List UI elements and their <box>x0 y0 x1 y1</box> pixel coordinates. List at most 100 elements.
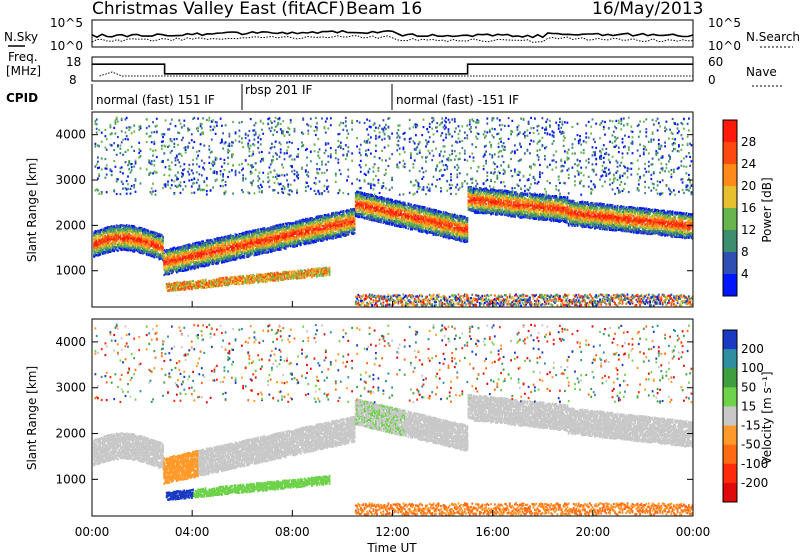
power-cell <box>126 180 128 182</box>
power-cell <box>235 170 237 172</box>
power-cell <box>216 157 218 159</box>
power-cell <box>221 141 223 143</box>
power-cell <box>167 181 169 183</box>
power-cell <box>101 168 103 170</box>
power-cell <box>241 137 243 139</box>
power-cell <box>121 130 123 132</box>
power-cell <box>220 170 222 172</box>
power-cell <box>232 193 234 195</box>
freq-panel: Freq. [MHz] 18 8 60 0 Nave <box>6 50 782 87</box>
power-cell <box>181 139 183 141</box>
power-cell <box>110 126 112 128</box>
power-cell <box>131 166 133 168</box>
power-cell <box>170 138 172 140</box>
power-cell <box>127 188 129 190</box>
power-cell <box>208 117 210 119</box>
power-cell <box>131 146 133 148</box>
power-cell <box>133 125 135 127</box>
power-cell <box>188 168 190 170</box>
power-cell <box>180 123 182 125</box>
power-cell <box>254 124 256 126</box>
power-cell <box>191 192 193 194</box>
power-cell <box>257 147 259 149</box>
power-cell <box>191 169 193 171</box>
power-cell <box>146 118 148 120</box>
power-cell <box>231 145 233 147</box>
power-cell <box>239 283 241 285</box>
n-search-tick-bottom: 10^0 <box>708 39 741 53</box>
power-cell <box>176 138 178 140</box>
power-cell <box>196 151 198 153</box>
power-cell <box>100 231 102 233</box>
power-cell <box>162 160 164 162</box>
power-cell <box>231 169 233 171</box>
power-cell <box>185 185 187 187</box>
power-cell <box>227 157 229 159</box>
power-cell <box>210 126 212 128</box>
power-cell <box>205 279 207 281</box>
power-cell <box>181 127 183 129</box>
power-cell <box>254 139 256 141</box>
power-cell <box>198 173 200 175</box>
power-cell <box>241 121 243 123</box>
power-cell <box>198 187 200 189</box>
power-cell <box>146 127 148 129</box>
power-cell <box>198 150 200 152</box>
power-cell <box>175 125 177 127</box>
power-cell <box>242 146 244 148</box>
power-cell <box>160 237 162 239</box>
power-cell <box>247 134 249 136</box>
power-cell <box>157 245 159 247</box>
power-cell <box>239 130 241 132</box>
station-title: Christmas Valley East (fitACF) <box>92 0 345 19</box>
power-cell <box>208 149 210 151</box>
power-cell <box>127 138 129 140</box>
power-cell <box>106 149 108 151</box>
power-cell <box>206 253 208 255</box>
power-cell <box>115 133 117 135</box>
power-cell <box>212 186 214 188</box>
power-cell <box>173 254 175 256</box>
power-cell <box>165 186 167 188</box>
power-cell <box>180 192 182 194</box>
power-cell <box>111 174 113 176</box>
power-cell <box>128 129 130 131</box>
power-cell <box>151 131 153 133</box>
power-cell <box>176 284 178 286</box>
power-cell <box>203 255 205 257</box>
power-cell <box>96 163 98 165</box>
power-cell <box>97 189 99 191</box>
power-cell <box>177 171 179 173</box>
power-cell <box>156 125 158 127</box>
power-cell <box>105 129 107 131</box>
power-cell <box>183 120 185 122</box>
power-cell <box>150 148 152 150</box>
power-cell <box>162 247 164 249</box>
power-cell <box>167 159 169 161</box>
power-cell <box>151 187 153 189</box>
power-cell <box>150 135 152 137</box>
power-cell <box>168 128 170 130</box>
freq-label: Freq. <box>8 50 38 64</box>
power-cell <box>193 182 195 184</box>
power-cell <box>155 194 157 196</box>
power-cell <box>239 164 241 166</box>
power-cell <box>121 141 123 143</box>
power-cell <box>140 127 142 129</box>
power-cell <box>255 122 257 124</box>
power-cell <box>105 147 107 149</box>
power-cell <box>201 123 203 125</box>
power-cell <box>188 173 190 175</box>
power-cell <box>147 230 149 232</box>
power-cell <box>173 138 175 140</box>
power-cell <box>214 172 216 174</box>
power-cell <box>146 141 148 143</box>
power-cell <box>133 150 135 152</box>
power-cell <box>152 155 154 157</box>
power-cell <box>122 183 124 185</box>
power-cell <box>249 130 251 132</box>
power-cell <box>211 151 213 153</box>
power-cell <box>151 163 153 165</box>
power-cell <box>117 136 119 138</box>
